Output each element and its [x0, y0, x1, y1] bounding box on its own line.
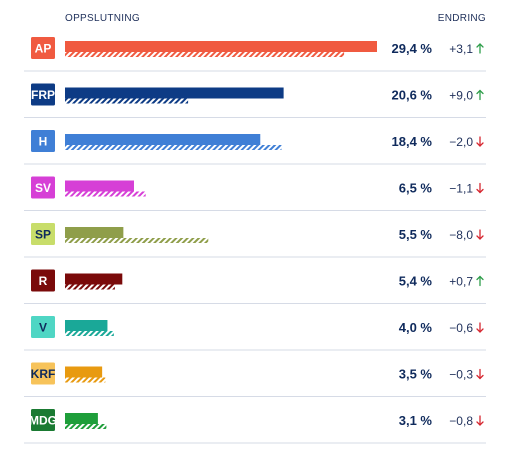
arrow-up-icon — [476, 89, 484, 101]
party-badge — [31, 130, 55, 152]
change-value: −2,0 — [449, 135, 473, 149]
previous-bar — [65, 238, 209, 243]
arrow-down-icon — [476, 415, 484, 426]
percentage-value: 3,5 % — [399, 367, 433, 382]
party-row-v: V 4,0 % −0,6 — [24, 316, 486, 351]
percentage-value: 5,4 % — [399, 274, 433, 289]
party-row-h: H 18,4 % −2,0 — [24, 130, 486, 165]
previous-bar — [65, 377, 106, 383]
party-badge — [31, 176, 55, 199]
previous-bar — [65, 145, 282, 150]
party-row-sp: SP 5,5 % −8,0 — [24, 223, 486, 258]
arrow-up-icon — [476, 43, 484, 54]
party-label: SP — [35, 228, 51, 242]
party-badge — [31, 316, 55, 338]
current-bar — [65, 320, 108, 331]
arrow-down-icon — [476, 368, 484, 380]
percentage-value: 3,1 % — [399, 413, 433, 428]
arrow-down-icon — [476, 229, 484, 240]
percentage-value: 29,4 % — [392, 41, 433, 56]
arrow-down-icon — [476, 136, 484, 147]
change-value: +9,0 — [449, 89, 473, 103]
previous-bar — [65, 191, 146, 197]
party-label: MDG — [29, 414, 57, 428]
party-label: SV — [35, 181, 51, 195]
party-badge — [31, 37, 55, 59]
party-badge — [31, 223, 55, 245]
percentage-value: 18,4 % — [392, 134, 433, 149]
arrow-down-icon — [476, 182, 484, 194]
party-row-krf: KRF 3,5 % −0,3 — [24, 362, 486, 397]
party-label: R — [39, 274, 48, 288]
party-label: H — [39, 135, 48, 149]
party-row-sv: SV 6,5 % −1,1 — [24, 176, 486, 211]
percentage-value: 6,5 % — [399, 181, 433, 196]
change-value: −0,3 — [449, 368, 473, 382]
current-bar — [65, 180, 134, 192]
current-bar — [65, 273, 123, 285]
party-row-ap: AP 29,4 % +3,1 — [24, 37, 486, 72]
current-bar — [65, 366, 103, 378]
previous-bar — [65, 284, 115, 290]
column-header-support: OPPSLUTNING — [65, 13, 140, 24]
percentage-value: 5,5 % — [399, 227, 433, 242]
previous-bar — [65, 424, 107, 429]
party-badge — [31, 362, 55, 385]
previous-bar — [65, 331, 114, 336]
party-label: FRP — [31, 88, 55, 102]
column-header-change: ENDRING — [437, 13, 486, 24]
previous-bar — [65, 98, 189, 104]
previous-bar — [65, 52, 345, 57]
change-value: −8,0 — [449, 228, 473, 242]
arrow-down-icon — [476, 322, 484, 333]
change-value: +3,1 — [449, 42, 473, 56]
party-label: AP — [35, 42, 52, 56]
party-label: KRF — [31, 367, 56, 381]
current-bar — [65, 41, 377, 52]
party-badge — [31, 269, 55, 292]
percentage-value: 4,0 % — [399, 320, 433, 335]
party-row-r: R 5,4 % +0,7 — [24, 269, 486, 304]
current-bar — [65, 413, 98, 424]
percentage-value: 20,6 % — [392, 88, 433, 103]
current-bar — [65, 87, 284, 99]
current-bar — [65, 134, 261, 145]
party-row-frp: FRP 20,6 % +9,0 — [24, 83, 486, 118]
arrow-up-icon — [476, 275, 484, 287]
change-value: −0,6 — [449, 321, 473, 335]
party-row-mdg: MDG 3,1 % −0,8 — [24, 409, 486, 444]
party-label: V — [39, 321, 47, 335]
party-badge — [31, 409, 55, 431]
party-badge — [31, 83, 55, 106]
change-value: −0,8 — [449, 414, 473, 428]
current-bar — [65, 227, 124, 238]
change-value: −1,1 — [449, 182, 473, 196]
change-value: +0,7 — [449, 275, 473, 289]
